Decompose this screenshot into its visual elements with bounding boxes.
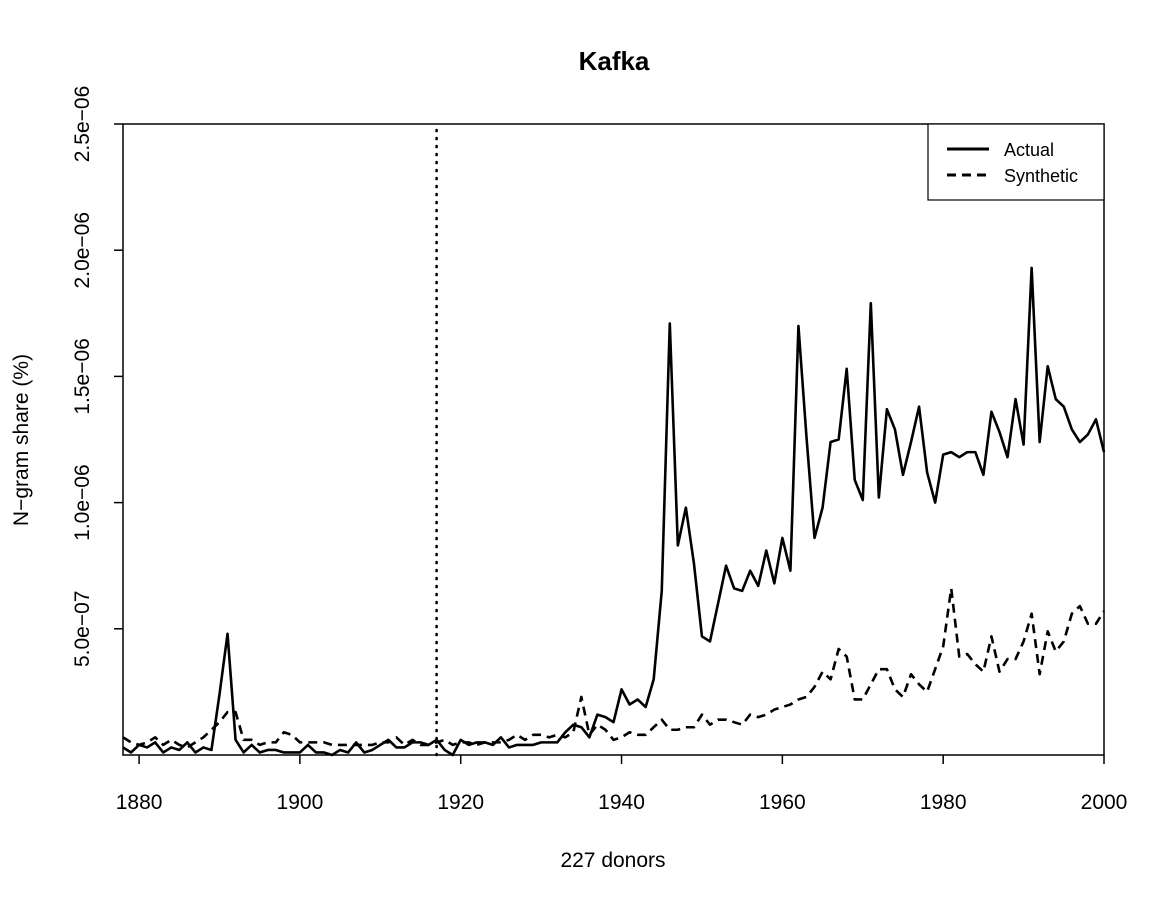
y-tick-label: 1.5e−06	[71, 338, 94, 415]
legend: Actual Synthetic	[927, 123, 1105, 201]
legend-label-synthetic: Synthetic	[1004, 166, 1078, 186]
series-line-synthetic	[122, 587, 1106, 749]
x-tick-label: 1920	[437, 791, 484, 814]
plot-frame	[122, 123, 1105, 756]
x-axis-label: 227 donors	[560, 849, 665, 872]
legend-label-actual: Actual	[1004, 140, 1054, 160]
x-tick-label: 1940	[598, 791, 645, 814]
x-tick-label: 2000	[1081, 791, 1128, 814]
x-tick-label: 1880	[116, 791, 163, 814]
y-axis-label: N−gram share (%)	[10, 354, 33, 526]
y-tick-label: 1.0e−06	[71, 464, 94, 540]
x-tick-label: 1900	[277, 791, 324, 814]
series-line-actual	[122, 266, 1106, 757]
x-tick-label: 1980	[920, 791, 967, 814]
y-tick-label: 2.0e−06	[71, 212, 94, 289]
y-tick-label: 5.0e−07	[71, 591, 94, 668]
y-tick-label: 2.5e−06	[71, 86, 94, 163]
x-axis: 1880 1900 1920 1940 1960 1980 2000	[116, 755, 1128, 814]
chart-title: Kafka	[579, 46, 650, 76]
series-layer	[122, 266, 1106, 757]
x-tick-label: 1960	[759, 791, 806, 814]
legend-box	[927, 123, 1105, 201]
y-axis: 5.0e−07 1.0e−06 1.5e−06 2.0e−06 2.5e−06	[71, 86, 123, 667]
